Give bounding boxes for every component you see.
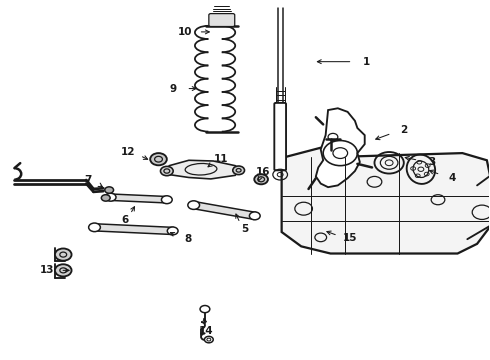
Circle shape xyxy=(55,264,72,276)
Circle shape xyxy=(89,223,100,231)
Polygon shape xyxy=(94,224,173,234)
Circle shape xyxy=(167,227,178,235)
Text: 3: 3 xyxy=(428,157,435,167)
Text: 6: 6 xyxy=(121,215,128,225)
Circle shape xyxy=(254,174,268,184)
Text: 5: 5 xyxy=(241,224,248,234)
Text: 11: 11 xyxy=(214,154,228,164)
Text: 12: 12 xyxy=(121,147,136,157)
Polygon shape xyxy=(110,194,167,203)
Text: 15: 15 xyxy=(343,234,357,243)
Polygon shape xyxy=(193,202,256,219)
Circle shape xyxy=(101,195,110,201)
Text: 16: 16 xyxy=(256,167,271,177)
Circle shape xyxy=(161,196,172,204)
FancyBboxPatch shape xyxy=(209,14,235,27)
Circle shape xyxy=(105,187,114,193)
Circle shape xyxy=(233,166,245,175)
Polygon shape xyxy=(282,148,490,253)
Text: 10: 10 xyxy=(178,27,192,37)
Polygon shape xyxy=(316,108,365,187)
Circle shape xyxy=(105,193,116,201)
FancyBboxPatch shape xyxy=(274,103,286,170)
Text: 1: 1 xyxy=(363,57,370,67)
Circle shape xyxy=(150,153,167,165)
Text: 13: 13 xyxy=(39,265,54,275)
Text: 2: 2 xyxy=(400,126,408,135)
Text: 8: 8 xyxy=(184,234,192,244)
Text: 9: 9 xyxy=(169,84,176,94)
Circle shape xyxy=(249,212,260,220)
Text: 4: 4 xyxy=(449,172,456,183)
Text: 14: 14 xyxy=(199,325,214,336)
Circle shape xyxy=(55,248,72,261)
Circle shape xyxy=(188,201,199,210)
Polygon shape xyxy=(164,160,240,179)
Text: 7: 7 xyxy=(84,175,92,185)
Circle shape xyxy=(160,166,173,176)
